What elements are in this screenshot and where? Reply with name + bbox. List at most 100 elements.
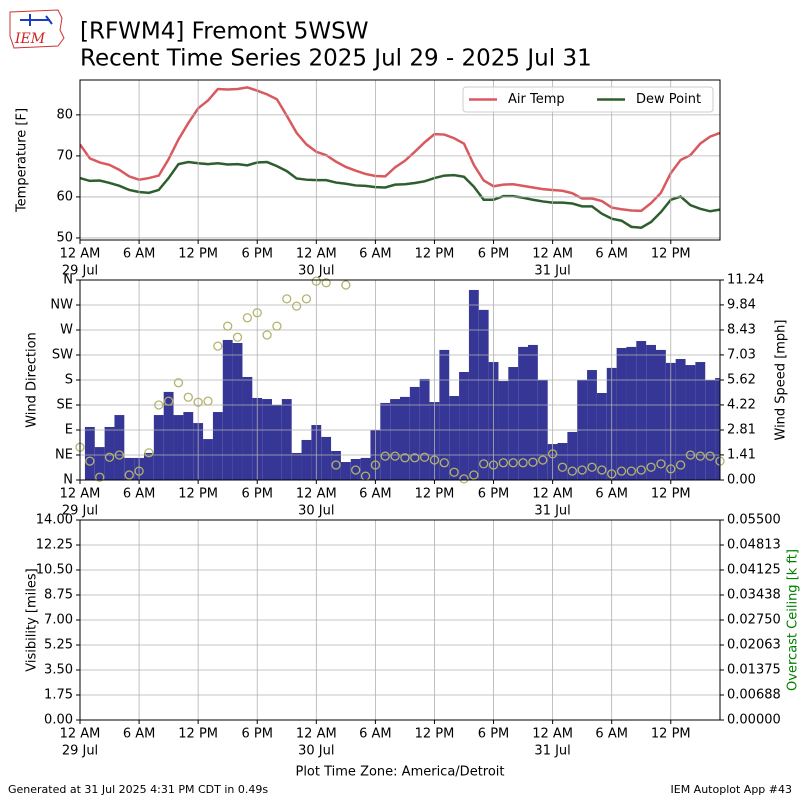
- bar: [675, 359, 686, 480]
- x-tick-label: 6 AM: [595, 247, 628, 262]
- bar: [153, 415, 164, 480]
- y-tick-label: 60: [56, 189, 73, 204]
- point: [242, 313, 253, 323]
- point: [557, 462, 568, 472]
- y-tick-label: 1.75: [44, 688, 73, 703]
- logo-lines: [20, 14, 53, 26]
- point: [685, 450, 696, 460]
- bar: [321, 436, 332, 480]
- bar: [685, 365, 696, 480]
- y-tick-label: 12.25: [36, 538, 73, 553]
- bar: [587, 370, 597, 480]
- y-tick-label: 3.50: [44, 663, 73, 678]
- line-series: [80, 86, 720, 213]
- bar: [478, 309, 489, 480]
- bar: [272, 404, 282, 480]
- bar: [715, 378, 720, 480]
- y-tick-label: 70: [56, 148, 73, 163]
- bar: [400, 396, 410, 480]
- x-tick-label: 6 PM: [478, 487, 509, 502]
- point: [321, 278, 331, 288]
- point: [213, 341, 223, 351]
- bar: [360, 457, 371, 480]
- y2-tick-label: 1.41: [727, 447, 756, 462]
- point: [291, 301, 302, 311]
- bar: [656, 349, 666, 480]
- point: [479, 459, 489, 469]
- x-tick-label: 12 PM: [178, 247, 218, 262]
- point: [508, 458, 518, 468]
- y-tick-label: S: [65, 373, 73, 388]
- x-date-label: 29 Jul: [62, 744, 98, 759]
- bar: [144, 452, 154, 480]
- point: [331, 460, 341, 470]
- point: [144, 448, 154, 458]
- bar: [242, 376, 253, 480]
- point: [528, 457, 538, 467]
- bar: [468, 289, 479, 480]
- bar: [518, 346, 528, 480]
- x-tick-label: 12 AM: [60, 487, 101, 502]
- x-date-label: 31 Jul: [534, 264, 570, 279]
- y2-tick-label: 0.00688: [727, 688, 781, 703]
- x-tick-label: 6 PM: [241, 247, 272, 262]
- y-tick-label: NW: [50, 298, 73, 313]
- bar: [84, 426, 95, 480]
- bar: [291, 452, 302, 480]
- x-tick-label: 6 PM: [241, 487, 272, 502]
- point: [95, 472, 105, 482]
- bar: [498, 381, 509, 480]
- point: [587, 462, 597, 472]
- point: [547, 449, 558, 459]
- bar: [449, 396, 460, 480]
- bar: [380, 402, 391, 480]
- y2-tick-label: 0.00: [727, 473, 756, 488]
- point: [85, 456, 95, 466]
- x-tick-label: 12 AM: [532, 727, 573, 742]
- x-date-label: 31 Jul: [534, 744, 570, 759]
- point: [400, 453, 410, 463]
- point: [262, 330, 272, 340]
- point: [341, 280, 351, 290]
- bar: [390, 399, 400, 480]
- bar: [212, 412, 223, 480]
- point: [370, 460, 381, 470]
- bar: [340, 462, 351, 480]
- point: [390, 451, 400, 461]
- x-tick-label: 12 AM: [532, 487, 573, 502]
- bar: [616, 347, 627, 480]
- point: [646, 462, 656, 472]
- point: [429, 455, 440, 465]
- point: [134, 466, 144, 476]
- point: [311, 276, 321, 286]
- y-tick-label: 50: [56, 230, 73, 245]
- bar: [222, 339, 233, 480]
- point: [183, 392, 193, 402]
- bar: [439, 349, 450, 480]
- point: [154, 400, 164, 410]
- point: [193, 397, 203, 407]
- point: [705, 451, 715, 461]
- x-tick-label: 12 PM: [178, 487, 218, 502]
- x-tick-label: 12 AM: [60, 727, 101, 742]
- x-tick-label: 6 AM: [123, 487, 156, 502]
- point: [597, 465, 607, 475]
- x-tick-label: 12 PM: [415, 487, 455, 502]
- plot-frame: [79, 79, 721, 241]
- y2-axis-label: Wind Speed [mph]: [774, 320, 789, 441]
- y-tick-label: NE: [55, 448, 73, 463]
- y-tick-label: E: [65, 423, 73, 438]
- y2-tick-label: 0.04813: [727, 538, 781, 553]
- y-tick-label: 0.00: [44, 713, 73, 728]
- point: [410, 453, 420, 463]
- point: [114, 450, 125, 460]
- x-axis-label: Plot Time Zone: America/Detroit: [295, 765, 504, 780]
- bar: [626, 346, 637, 480]
- point: [607, 469, 617, 479]
- y2-tick-label: 4.22: [727, 397, 756, 412]
- point: [488, 460, 499, 470]
- x-tick-label: 12 PM: [415, 247, 455, 262]
- y2-tick-label: 0.00000: [727, 713, 781, 728]
- footer-left: Generated at 31 Jul 2025 4:31 PM CDT in …: [8, 783, 268, 796]
